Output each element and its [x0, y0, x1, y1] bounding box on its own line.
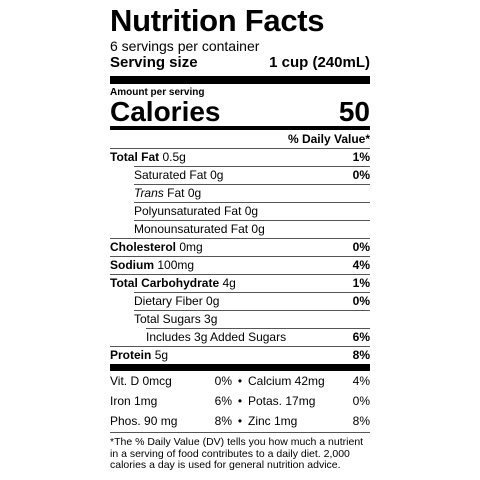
- title: Nutrition Facts: [110, 3, 325, 38]
- vitamin-name: Calcium 42mg: [248, 374, 325, 388]
- divider: [110, 364, 370, 371]
- nutrient: Total Fat 0.5g: [110, 149, 186, 166]
- nutrient-row: Protein 5g 8%: [110, 346, 370, 364]
- nutrient: Trans Fat 0g: [134, 185, 201, 202]
- nutrient-row: Saturated Fat 0g 0%: [134, 166, 370, 184]
- nutrients: Total Fat 0.5g 1% Saturated Fat 0g 0% Trans …: [110, 148, 370, 364]
- nutrient-dv: 1%: [352, 150, 370, 164]
- nutrient-dv: 0%: [352, 168, 370, 182]
- nutrient-dv: 1%: [352, 276, 370, 290]
- nutrient: Total Carbohydrate 4g: [110, 275, 236, 292]
- nutrient-row: Monounsaturated Fat 0g: [134, 220, 370, 238]
- vitamin-dv: 0%: [214, 374, 232, 388]
- vitamin: Phos. 90 mg 8%: [110, 411, 232, 431]
- bullet: •: [237, 414, 243, 428]
- nutrient: Includes 3g Added Sugars: [146, 329, 286, 346]
- vitamin: Iron 1mg 6%: [110, 391, 232, 411]
- vitamin: Zinc 1mg 8%: [248, 411, 370, 431]
- divider: [110, 76, 370, 84]
- nutrient-name: Total Sugars: [134, 312, 201, 326]
- nutrient-row: Total Fat 0.5g 1%: [110, 148, 370, 166]
- vitamin-dv: 8%: [352, 414, 370, 428]
- divider: [110, 126, 370, 130]
- nutrient-name: Total Fat: [110, 150, 160, 164]
- nutrient-row: Dietary Fiber 0g 0%: [134, 292, 370, 310]
- nutrient-name: Dietary Fiber: [134, 294, 203, 308]
- servings: 6 servings per container: [110, 38, 260, 54]
- nutrient: Total Sugars 3g: [134, 311, 217, 328]
- bullet: •: [237, 394, 243, 408]
- calories-value: 50: [338, 96, 370, 127]
- nutrient-name: Protein: [110, 348, 152, 362]
- nutrient-dv: 8%: [352, 348, 370, 362]
- nutrient-name: Total Carbohydrate: [110, 276, 220, 290]
- nutrient-row: Polyunsaturated Fat 0g: [134, 202, 370, 220]
- nutrient-row: Total Sugars 3g: [134, 310, 370, 328]
- vitamin-row: Vit. D 0mcg 0% • Calcium 42mg 4%: [110, 371, 370, 391]
- nutrient: Sodium 100mg: [110, 257, 194, 274]
- vitamin: Vit. D 0mcg 0%: [110, 371, 232, 391]
- vitamin-dv: 0%: [352, 394, 370, 408]
- vitamin-name: Zinc 1mg: [248, 414, 298, 428]
- nutrient-name: Polyunsaturated Fat: [134, 204, 242, 218]
- nutrient-name: Sodium: [110, 258, 154, 272]
- vitamins: Vit. D 0mcg 0% • Calcium 42mg 4% Iron 1mg 6% • P…: [110, 371, 370, 431]
- nutrient-amount: 0g: [251, 222, 265, 236]
- nutrient-amount: 0g: [206, 294, 220, 308]
- nutrient-amount: 3g: [204, 312, 218, 326]
- nutrient-name-italic: Trans: [134, 186, 164, 200]
- bullet: •: [237, 374, 243, 388]
- nutrient-name: Cholesterol: [110, 240, 177, 254]
- nutrient-row: Trans Fat 0g: [134, 184, 370, 202]
- nutrient-amount: 0.5g: [162, 150, 186, 164]
- serving-size-label: Serving size: [110, 54, 198, 71]
- nutrient: Cholesterol 0mg: [110, 239, 203, 256]
- nutrient-amount: 0mg: [179, 240, 203, 254]
- nutrient-amount: 4g: [222, 276, 236, 290]
- nutrient-row: Total Carbohydrate 4g 1%: [110, 274, 370, 292]
- vitamin-name: Vit. D 0mcg: [110, 374, 172, 388]
- vitamin: Calcium 42mg 4%: [248, 371, 370, 391]
- vitamin-dv: 6%: [214, 394, 232, 408]
- nutrient-dv: 0%: [352, 294, 370, 308]
- nutrient: Monounsaturated Fat 0g: [134, 221, 265, 238]
- nutrient-name: Saturated Fat: [134, 168, 207, 182]
- nutrient-amount: 0g: [244, 204, 259, 218]
- nutrient: Saturated Fat 0g: [134, 167, 223, 184]
- daily-value-header: % Daily Value*: [287, 132, 370, 146]
- nutrition-label: Nutrition Facts 6 servings per container…: [110, 4, 370, 472]
- nutrient-row: Cholesterol 0mg 0%: [110, 238, 370, 256]
- vitamin-name: Phos. 90 mg: [110, 414, 178, 428]
- serving-size: Serving size 1 cup (240mL): [110, 54, 370, 72]
- nutrient-name: Includes 3g Added Sugars: [146, 330, 287, 344]
- serving-size-value: 1 cup (240mL): [269, 54, 370, 71]
- nutrient-dv: 0%: [352, 240, 370, 254]
- vitamin-row: Phos. 90 mg 8% • Zinc 1mg 8%: [110, 411, 370, 431]
- vitamin-dv: 4%: [352, 374, 370, 388]
- vitamin-dv: 8%: [214, 414, 232, 428]
- vitamin-name: Iron 1mg: [110, 394, 158, 408]
- nutrient-amount: 0g: [210, 168, 224, 182]
- calories: Calories 50: [110, 96, 370, 127]
- nutrient: Dietary Fiber 0g: [134, 293, 219, 310]
- vitamin-row: Iron 1mg 6% • Potas. 17mg 0%: [110, 391, 370, 411]
- nutrient-row: Sodium 100mg 4%: [110, 256, 370, 274]
- nutrient-amount: 100mg: [157, 258, 195, 272]
- nutrient-amount: 0g: [187, 186, 202, 200]
- nutrient-dv: 6%: [352, 330, 370, 344]
- nutrient: Protein 5g: [110, 347, 168, 364]
- nutrient-dv: 4%: [352, 258, 370, 272]
- amount-label: Amount per serving: [110, 87, 205, 98]
- vitamin: Potas. 17mg 0%: [248, 391, 370, 411]
- nutrient: Polyunsaturated Fat 0g: [134, 203, 258, 220]
- nutrient-name: Monounsaturated Fat: [134, 222, 249, 236]
- nutrient-amount: 5g: [154, 348, 169, 362]
- footnote: *The % Daily Value (DV) tells you how mu…: [110, 432, 370, 472]
- calories-label: Calories: [110, 96, 221, 127]
- nutrient-name: Fat: [167, 186, 185, 200]
- vitamin-name: Potas. 17mg: [248, 394, 316, 408]
- nutrient-row: Includes 3g Added Sugars 6%: [146, 328, 370, 346]
